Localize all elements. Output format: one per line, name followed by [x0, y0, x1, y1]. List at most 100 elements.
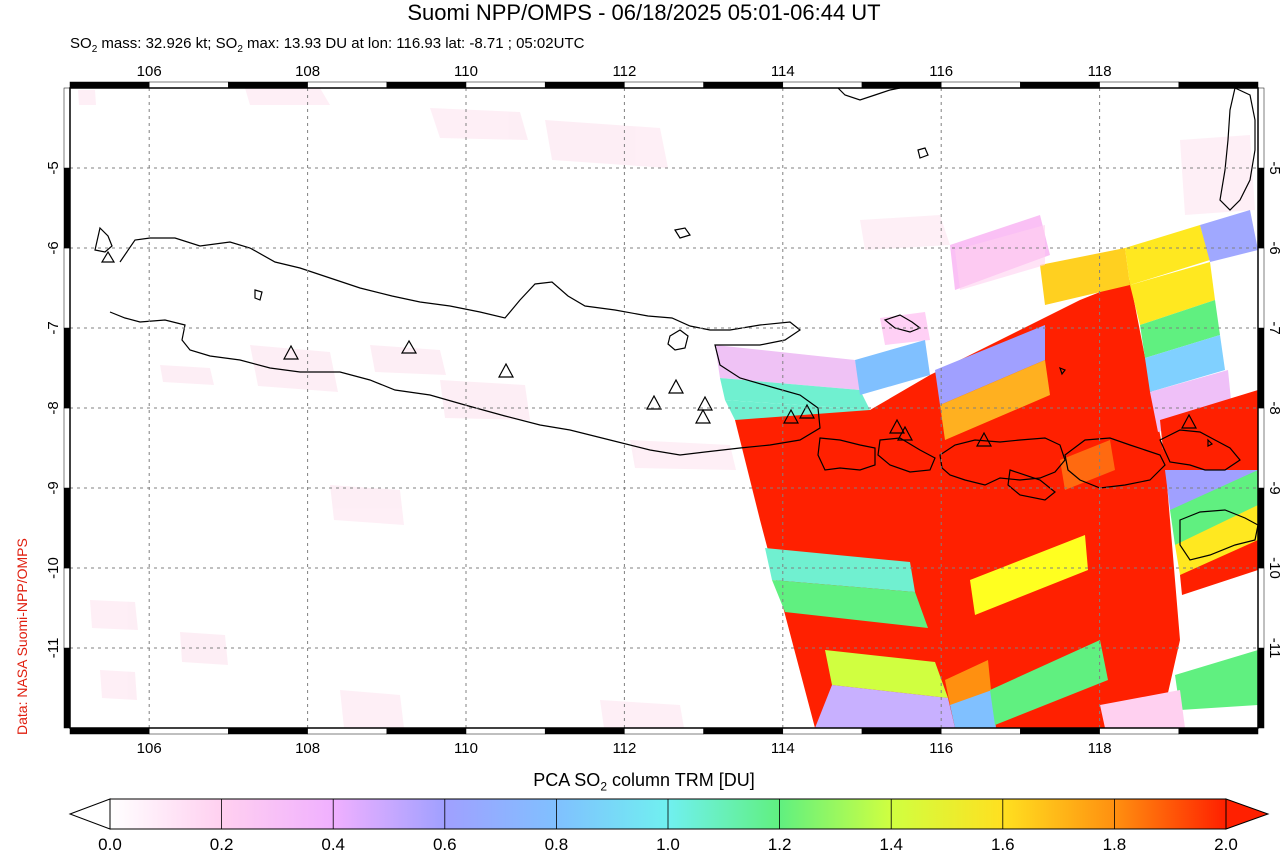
map-frame [69, 87, 1259, 729]
swath-pixel [935, 325, 1045, 405]
lat-scale-bar-right [1257, 87, 1265, 729]
triangle-icon [694, 408, 712, 424]
lon-scale-segment [1099, 81, 1180, 89]
lon-tick-labels: 106 106 108 108 110 110 112 112 114 114 116 116 118 1… [137, 63, 1112, 757]
lon-scale-segment [940, 727, 1021, 735]
lon-scale-segment [465, 727, 546, 735]
lat-scale-segment [63, 87, 71, 169]
lon-scale-segment [940, 81, 1021, 89]
swath-pixel [1175, 650, 1258, 710]
lat-tick-label-right: -10 [1266, 557, 1283, 579]
lon-scale-segment [228, 81, 308, 89]
colorbar-tick-label: 0.2 [209, 835, 234, 854]
lat-scale-segment [1257, 647, 1265, 729]
colorbar-tick-label: 0.4 [321, 835, 346, 854]
swath-pixel [940, 360, 1050, 440]
triangle-icon [975, 431, 993, 447]
colorbar-tick-label: 1.2 [767, 835, 792, 854]
lat-tick-label-left: -6 [45, 241, 62, 254]
lat-scale-segment [63, 567, 71, 649]
swath-pixel [945, 660, 992, 705]
colorbar-gradient [109, 798, 1227, 830]
lon-scale-segment [307, 81, 388, 89]
lon-scale-segment [544, 727, 625, 735]
colorbar-tick-label: 1.8 [1102, 835, 1127, 854]
colorbar-tick-label: 1.4 [879, 835, 904, 854]
lon-scale-segment [624, 727, 704, 735]
colorbar-tick-label: 0.6 [432, 835, 457, 854]
so2-map: 106 106 108 108 110 110 112 112 114 114 116 116 118 1… [45, 63, 1283, 757]
colorbar-title: PCA SO2 column TRM [DU] [533, 770, 755, 794]
lon-scale-segment [703, 81, 784, 89]
so2-summary: SO2 mass: 32.926 kt; SO2 max: 13.93 DU a… [70, 35, 585, 55]
swath-pixel [772, 580, 928, 628]
lon-scale-segment [624, 81, 704, 89]
lat-tick-label-left: -11 [45, 638, 62, 659]
lon-scale-segment [148, 727, 229, 735]
lat-scale-segment [1257, 327, 1265, 409]
lon-tick-label-top: 116 [929, 63, 953, 80]
lat-tick-label-right: -8 [1266, 401, 1283, 414]
colorbar-ticks [109, 799, 1227, 829]
lon-scale-segment [1178, 727, 1259, 735]
lat-tick-label-left: -5 [45, 161, 62, 174]
lon-scale-bar-top [69, 81, 1259, 89]
lon-tick-label-top: 112 [612, 63, 636, 80]
swath-pixel [1100, 690, 1185, 728]
lon-scale-segment [1020, 81, 1100, 89]
lon-scale-segment [782, 81, 863, 89]
triangle-icon [888, 418, 906, 434]
lat-tick-label-right: -7 [1266, 321, 1283, 334]
triangle-icon [282, 344, 300, 360]
swath-pixel [1140, 300, 1220, 358]
triangle-icon [696, 395, 714, 411]
lat-scale-segment [63, 167, 71, 249]
swath-pixel [765, 548, 915, 592]
lon-scale-segment [228, 727, 308, 735]
lon-tick-label-top: 106 [137, 63, 162, 80]
graticule [70, 88, 1258, 728]
lon-scale-segment [465, 81, 546, 89]
lat-tick-label-left: -9 [45, 481, 62, 494]
chart-title: Suomi NPP/OMPS - 06/18/2025 05:01-06:44 … [407, 0, 881, 25]
swath-pixel [1130, 262, 1215, 325]
volcano-markers [100, 250, 1198, 447]
lon-tick-label-top: 110 [454, 63, 478, 80]
lon-tick-label-top: 118 [1088, 63, 1112, 80]
lat-tick-label-left: -10 [45, 557, 62, 579]
lon-scale-segment [703, 727, 784, 735]
lon-scale-segment [861, 81, 942, 89]
lon-scale-segment [782, 727, 863, 735]
lat-tick-label-right: -11 [1266, 638, 1283, 659]
lon-scale-segment [1020, 727, 1100, 735]
lon-tick-label-top: 108 [295, 63, 320, 80]
lon-tick-label-bottom: 110 [454, 740, 478, 757]
triangle-icon [1180, 413, 1198, 429]
lon-tick-label-bottom: 118 [1088, 740, 1112, 757]
lat-tick-label-right: -9 [1266, 481, 1283, 494]
lat-scale-segment [1257, 407, 1265, 489]
triangle-icon [400, 339, 418, 354]
lon-scale-segment [307, 727, 388, 735]
swath-pixel [715, 345, 860, 390]
lon-scale-segment [861, 727, 942, 735]
lat-scale-bar-left [63, 87, 71, 729]
triangle-icon [645, 394, 663, 410]
swath-pixel [1125, 225, 1210, 285]
swath-pixel [955, 225, 1045, 290]
lat-tick-label-left: -8 [45, 401, 62, 414]
lon-scale-bar-bottom [69, 727, 1259, 735]
lon-tick-label-bottom: 108 [295, 740, 320, 757]
lon-scale-segment [148, 81, 229, 89]
swath-pixel [1150, 370, 1232, 432]
swath-pixel [970, 535, 1088, 615]
colorbar-tick-label: 0.8 [544, 835, 569, 854]
lat-tick-label-right: -5 [1266, 161, 1283, 174]
lat-scale-segment [63, 327, 71, 409]
lat-scale-segment [63, 487, 71, 569]
triangle-icon [798, 403, 816, 419]
lat-scale-segment [63, 647, 71, 729]
coastline [94, 88, 1258, 561]
lat-scale-segment [63, 407, 71, 489]
lat-tick-labels: -5 -5 -6 -6 -7 -7 -8 -8 -9 -9 -10 -10 -11 -11 [45, 161, 1283, 658]
